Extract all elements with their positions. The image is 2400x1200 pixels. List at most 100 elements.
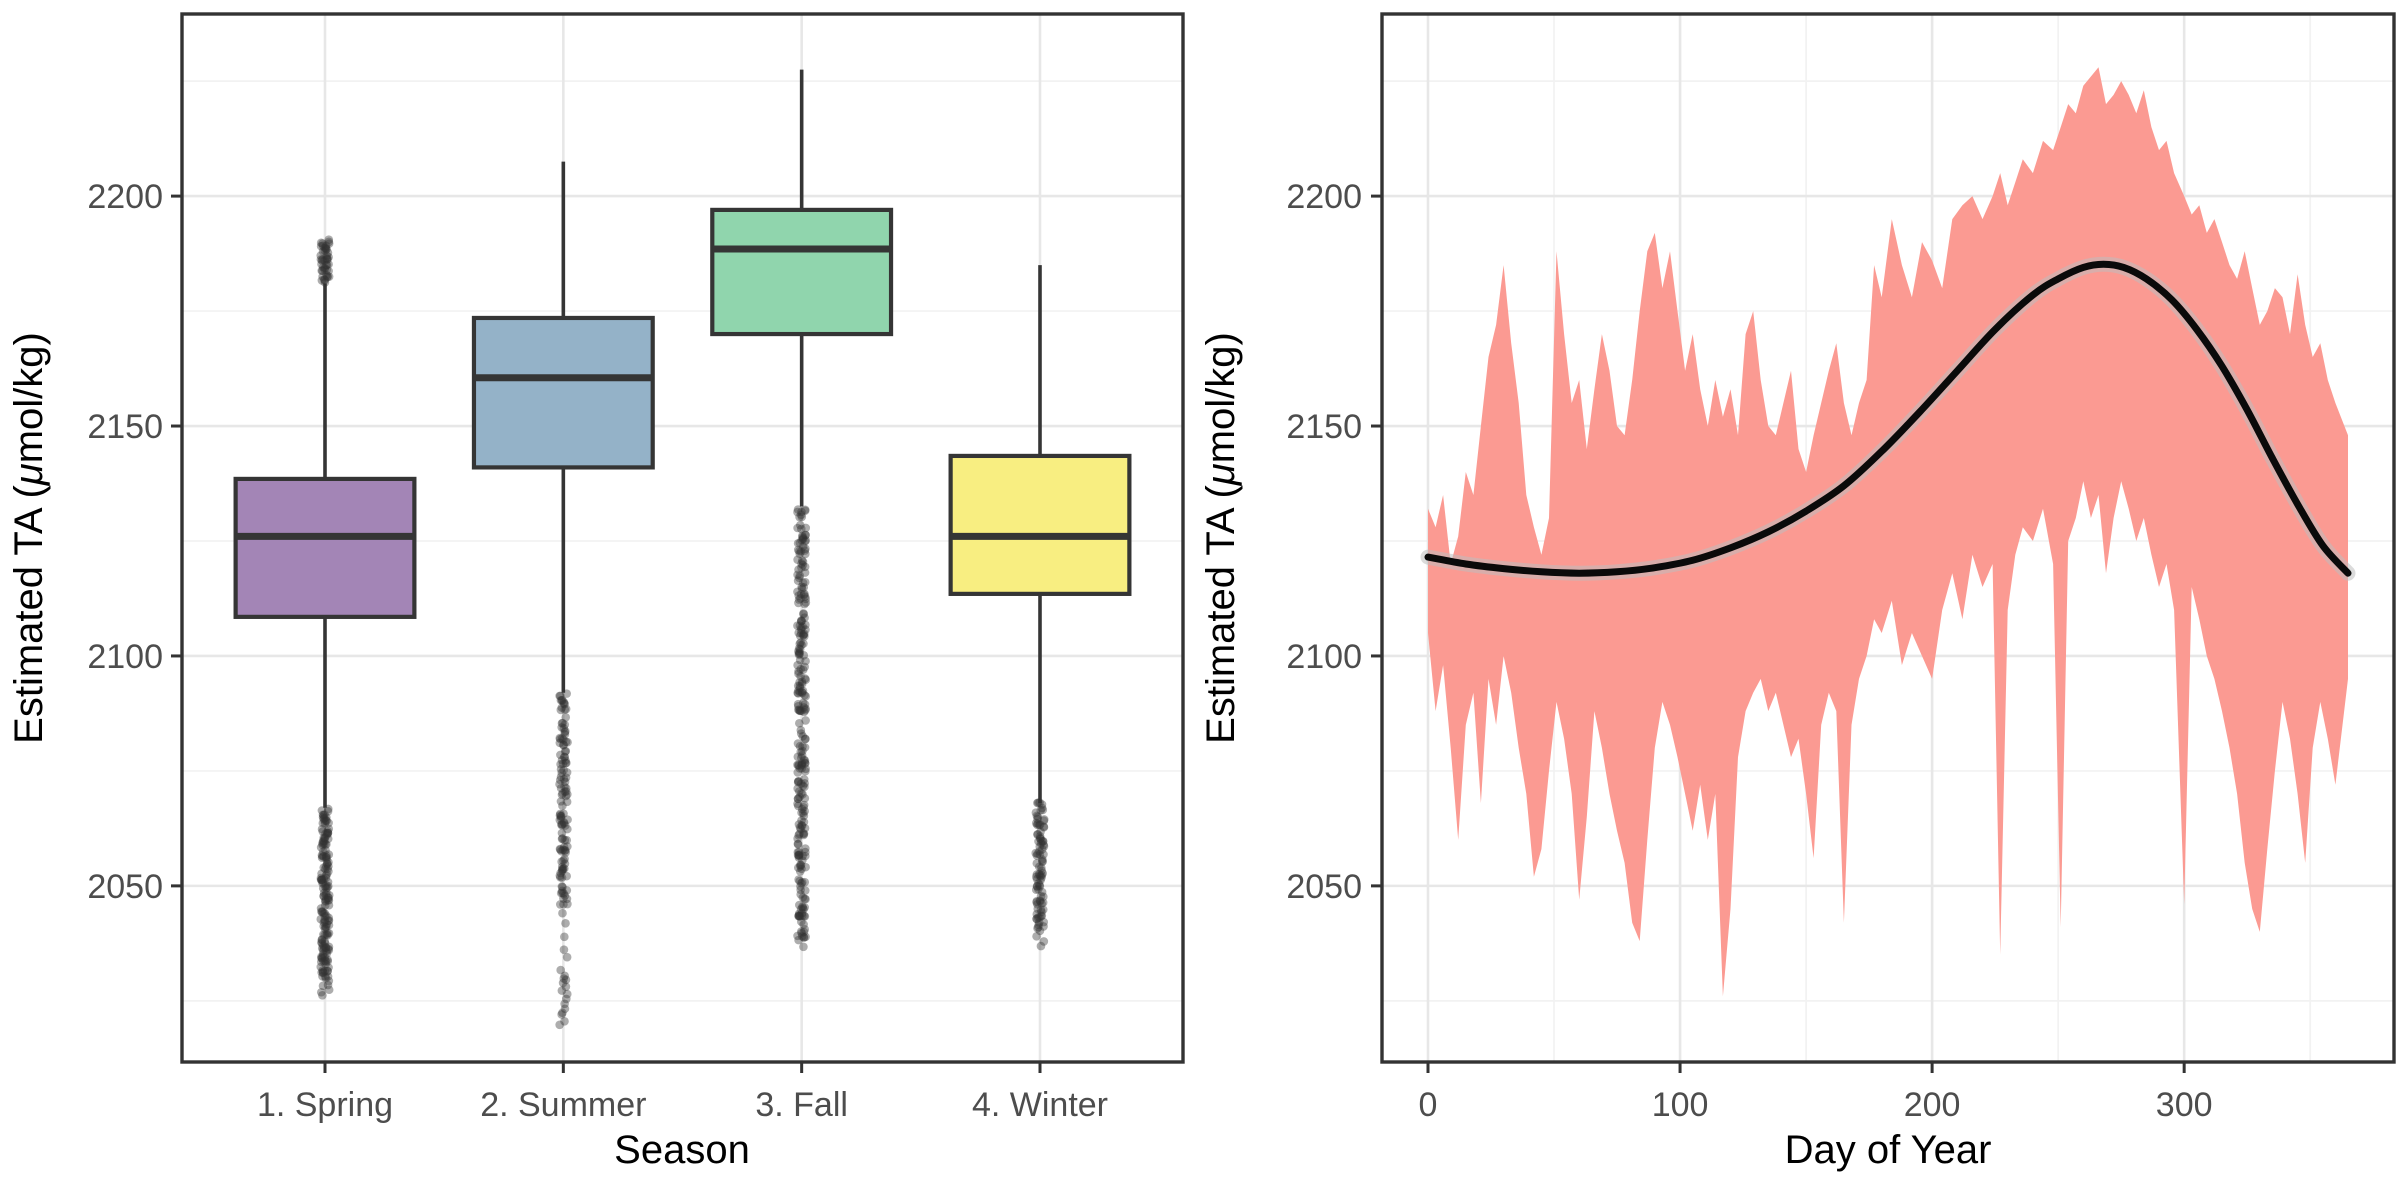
outlier-point <box>798 698 808 708</box>
outlier-point <box>1035 913 1044 922</box>
outlier-point <box>319 943 329 953</box>
outlier-point <box>794 935 803 945</box>
outlier-point <box>324 944 333 954</box>
outlier-point <box>1037 836 1046 846</box>
outlier-point <box>800 537 810 546</box>
outlier-point <box>797 821 807 831</box>
outlier-points <box>1031 798 1049 951</box>
outlier-point <box>1037 907 1046 917</box>
outlier-point <box>1035 798 1044 807</box>
outlier-point <box>324 272 334 281</box>
outlier-point <box>559 819 569 828</box>
outlier-point <box>320 924 330 934</box>
outlier-point <box>1036 897 1045 906</box>
outlier-point <box>560 846 570 855</box>
outlier-point <box>795 850 804 859</box>
outlier-point <box>800 823 810 833</box>
outlier-point <box>556 734 565 744</box>
outlier-point <box>793 834 802 843</box>
outlier-point <box>1031 808 1041 818</box>
outlier-point <box>1039 850 1048 859</box>
outlier-point <box>322 254 331 263</box>
outlier-point <box>319 930 328 939</box>
outlier-point <box>800 568 810 577</box>
outlier-point <box>321 852 331 862</box>
outlier-point <box>320 263 330 273</box>
outlier-point <box>561 919 570 928</box>
outlier-point <box>319 833 329 843</box>
left-y-axis-title: Estimated TA (μmol/kg) <box>7 332 51 744</box>
outlier-point <box>321 241 331 251</box>
outlier-point <box>321 957 331 966</box>
outlier-point <box>793 555 802 564</box>
outlier-point <box>1033 819 1043 828</box>
outlier-point <box>800 743 810 752</box>
outlier-point <box>320 813 329 823</box>
outlier-point <box>321 839 330 849</box>
outlier-point <box>320 901 330 910</box>
outlier-point <box>318 272 327 281</box>
outlier-point <box>558 820 567 829</box>
outlier-point <box>796 881 805 891</box>
outlier-point <box>795 639 805 649</box>
outlier-point <box>558 759 568 769</box>
outlier-point <box>556 691 565 701</box>
outlier-point <box>798 781 808 791</box>
x-tick-label: 300 <box>2156 1086 2213 1124</box>
panel-border <box>180 12 1185 1064</box>
outlier-point <box>318 949 328 959</box>
outlier-point <box>321 943 330 952</box>
outlier-point <box>795 706 805 716</box>
outlier-point <box>800 674 810 683</box>
boxplot-group-4 <box>948 265 1132 951</box>
outlier-point <box>1037 911 1047 920</box>
outlier-point <box>562 768 572 777</box>
outlier-point <box>317 806 327 815</box>
box-iqr <box>471 315 655 470</box>
outlier-point <box>324 252 333 262</box>
outlier-point <box>797 679 807 689</box>
outlier-point <box>793 777 803 787</box>
outlier-point <box>1036 871 1045 881</box>
outlier-point <box>560 727 570 737</box>
outlier-point <box>1032 882 1042 891</box>
outlier-point <box>556 873 565 882</box>
outlier-point <box>795 549 804 559</box>
outlier-point <box>316 904 326 913</box>
outlier-point <box>793 660 802 670</box>
outlier-point <box>798 532 807 542</box>
outlier-point <box>798 631 808 640</box>
outlier-point <box>801 716 810 725</box>
outlier-point <box>800 577 810 587</box>
outlier-point <box>795 823 805 832</box>
outlier-point <box>798 902 807 911</box>
outlier-point <box>322 816 331 826</box>
outlier-point <box>317 824 327 834</box>
outlier-point <box>794 646 803 656</box>
outlier-point <box>794 910 804 920</box>
outlier-point <box>321 260 331 270</box>
outlier-point <box>320 256 329 265</box>
outlier-point <box>794 847 804 857</box>
outlier-point <box>1033 798 1042 808</box>
outlier-point <box>324 235 334 244</box>
outlier-point <box>318 972 327 981</box>
x-tick-label: 200 <box>1904 1086 1961 1124</box>
outlier-point <box>1039 822 1048 831</box>
outlier-point <box>793 538 803 548</box>
outlier-point <box>323 864 332 874</box>
outlier-point <box>795 512 804 522</box>
outlier-point <box>317 875 327 884</box>
outlier-point <box>793 847 803 857</box>
outlier-point <box>323 955 332 964</box>
outlier-point <box>559 900 568 909</box>
outlier-point <box>798 688 807 698</box>
outlier-point <box>560 1016 569 1026</box>
outlier-point <box>562 758 571 768</box>
outlier-point <box>322 869 332 879</box>
outlier-point <box>796 524 806 534</box>
outlier-point <box>795 911 804 921</box>
outlier-point <box>796 860 805 870</box>
outlier-point <box>320 275 330 285</box>
outlier-point <box>555 809 565 819</box>
